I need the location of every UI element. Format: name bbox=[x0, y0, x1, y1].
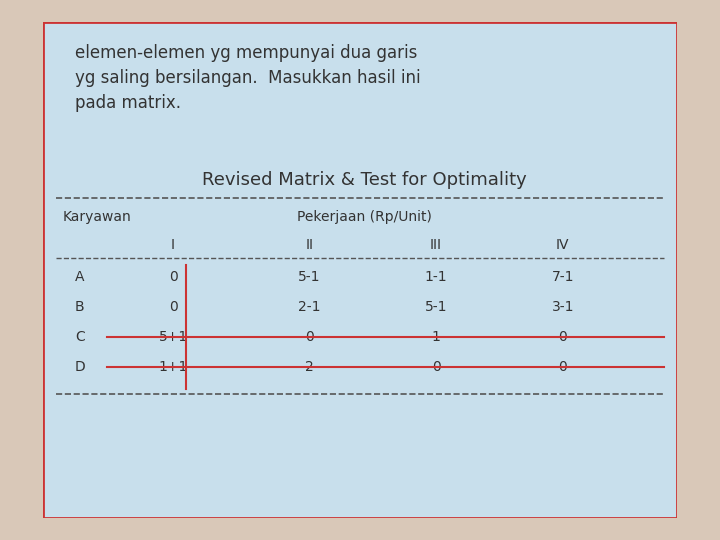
Text: 1: 1 bbox=[431, 330, 441, 344]
Text: 0: 0 bbox=[168, 271, 177, 285]
Text: 1-1: 1-1 bbox=[425, 271, 447, 285]
Text: Revised Matrix & Test for Optimality: Revised Matrix & Test for Optimality bbox=[202, 171, 526, 188]
Text: I: I bbox=[171, 238, 175, 252]
Text: 2-1: 2-1 bbox=[298, 300, 320, 314]
Text: 7-1: 7-1 bbox=[552, 271, 574, 285]
Text: 0: 0 bbox=[305, 330, 314, 344]
Text: 0: 0 bbox=[559, 330, 567, 344]
Text: 0: 0 bbox=[432, 360, 441, 374]
Text: elemen-elemen yg mempunyai dua garis
yg saling bersilangan.  Masukkan hasil ini
: elemen-elemen yg mempunyai dua garis yg … bbox=[75, 44, 420, 112]
Text: 0: 0 bbox=[168, 300, 177, 314]
Text: 3-1: 3-1 bbox=[552, 300, 574, 314]
Text: III: III bbox=[430, 238, 442, 252]
Text: Pekerjaan (Rp/Unit): Pekerjaan (Rp/Unit) bbox=[297, 211, 431, 225]
Text: A: A bbox=[75, 271, 84, 285]
Text: Karyawan: Karyawan bbox=[62, 211, 131, 225]
Text: IV: IV bbox=[556, 238, 570, 252]
Text: 5-1: 5-1 bbox=[298, 271, 320, 285]
Text: B: B bbox=[75, 300, 84, 314]
Text: 5+1: 5+1 bbox=[158, 330, 188, 344]
Text: II: II bbox=[305, 238, 313, 252]
Text: D: D bbox=[75, 360, 86, 374]
Text: 1+1: 1+1 bbox=[158, 360, 188, 374]
Text: 5-1: 5-1 bbox=[425, 300, 447, 314]
FancyBboxPatch shape bbox=[43, 22, 677, 518]
Text: C: C bbox=[75, 330, 85, 344]
Text: 0: 0 bbox=[559, 360, 567, 374]
Text: 2: 2 bbox=[305, 360, 314, 374]
